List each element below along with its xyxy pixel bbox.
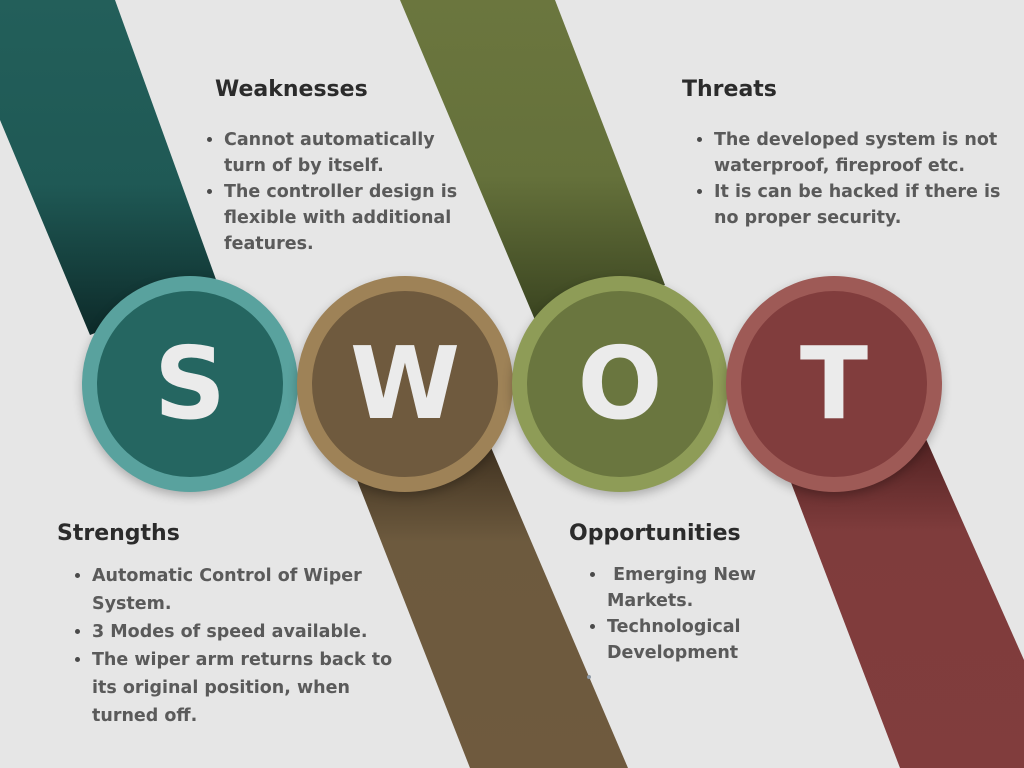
threats-letter: T — [799, 325, 869, 442]
weakness-item: The controller design is flexible with a… — [224, 179, 474, 257]
weaknesses-heading: Weaknesses — [215, 77, 368, 102]
weaknesses-letter: W — [349, 325, 461, 442]
weaknesses-ribbon — [355, 445, 628, 768]
weaknesses-list: Cannot automatically turn of by itself. … — [202, 127, 474, 257]
opportunity-item: Emerging New Markets. — [607, 562, 787, 614]
opportunities-circle: O — [512, 276, 728, 492]
stray-dot — [587, 675, 591, 679]
opportunities-heading: Opportunities — [569, 521, 741, 546]
threats-circle: T — [726, 276, 942, 492]
opportunities-ribbon — [400, 0, 665, 320]
opportunity-item: Technological Development — [607, 614, 787, 666]
strengths-list: Automatic Control of Wiper System. 3 Mod… — [70, 562, 412, 730]
strengths-heading: Strengths — [57, 521, 180, 546]
strength-item: Automatic Control of Wiper System. — [92, 562, 412, 618]
threats-heading: Threats — [682, 77, 777, 102]
threats-ribbon — [790, 430, 1024, 768]
weakness-item: Cannot automatically turn of by itself. — [224, 127, 474, 179]
strength-item: 3 Modes of speed available. — [92, 618, 412, 646]
opportunities-list: Emerging New Markets. Technological Deve… — [585, 562, 787, 666]
weaknesses-circle: W — [297, 276, 513, 492]
strengths-ribbon — [0, 0, 218, 335]
threat-item: The developed system is not waterproof, … — [714, 127, 1014, 179]
strengths-letter: S — [153, 325, 227, 442]
strength-item: The wiper arm returns back to its origin… — [92, 646, 412, 730]
opportunities-letter: O — [577, 325, 663, 442]
strengths-circle: S — [82, 276, 298, 492]
threats-list: The developed system is not waterproof, … — [692, 127, 1014, 231]
threat-item: It is can be hacked if there is no prope… — [714, 179, 1014, 231]
